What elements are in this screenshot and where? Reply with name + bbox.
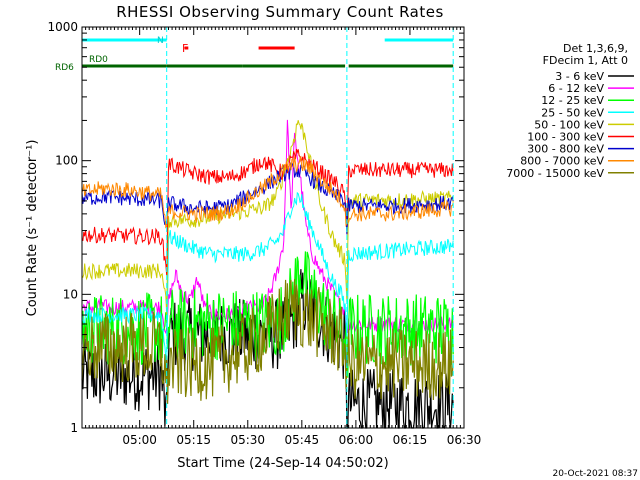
axes: 05:00 05:15 05:30 05:45 06:00 06:15 06:30 1 10 10…	[47, 20, 481, 447]
legend-header: FDecim 1, Att 0	[543, 54, 628, 67]
series-25-50-kev	[81, 191, 454, 371]
legend-label: 7000 - 15000 keV	[506, 167, 604, 180]
series-300-800-kev	[81, 162, 454, 235]
y-tick-label: 100	[55, 154, 78, 168]
legend-header: Det 1,3,6,9,	[563, 42, 628, 55]
x-tick-label: 05:00	[122, 433, 157, 447]
y-tick-label: 10	[63, 287, 78, 301]
series-800-7000-kev	[81, 155, 454, 229]
x-tick-label: 06:30	[447, 433, 482, 447]
series-layer	[81, 119, 454, 430]
x-axis-label: Start Time (24-Sep-14 04:50:02)	[177, 456, 388, 471]
legend-label: 25 - 50 keV	[541, 106, 604, 119]
dashed-markers	[166, 27, 454, 428]
series-50-100-kev	[81, 120, 454, 315]
x-tick-label: 05:15	[176, 433, 211, 447]
legend-label: 300 - 800 keV	[527, 143, 604, 156]
legend-label: 3 - 6 keV	[555, 70, 604, 83]
legend-label: 800 - 7000 keV	[520, 155, 604, 168]
series-7000-15000-kev	[81, 279, 454, 405]
legend-label: 50 - 100 keV	[534, 118, 604, 131]
y-tick-label: 1	[70, 421, 78, 435]
flag-label-n: N	[157, 36, 164, 46]
y-axis-label: Count Rate (s⁻¹ detector⁻¹)	[25, 140, 40, 317]
instrument-flags: N F RD0 RD6	[55, 36, 454, 73]
x-tick-label: 06:15	[393, 433, 428, 447]
flag-label-rd6: RD6	[55, 63, 74, 73]
x-tick-label: 06:00	[339, 433, 374, 447]
flag-label-rd0: RD0	[89, 55, 108, 65]
timestamp: 20-Oct-2021 08:37	[553, 469, 638, 479]
legend-label: 12 - 25 keV	[541, 94, 604, 107]
flag-label-f: F	[182, 42, 188, 55]
series-100-300-kev	[81, 148, 454, 276]
series-6-12-kev	[81, 119, 454, 335]
x-tick-label: 05:30	[230, 433, 265, 447]
y-tick-label: 1000	[47, 20, 78, 34]
legend-label: 100 - 300 keV	[527, 131, 604, 144]
legend-label: 6 - 12 keV	[548, 82, 604, 95]
x-tick-label: 05:45	[285, 433, 320, 447]
chart-title: RHESSI Observing Summary Count Rates	[116, 3, 444, 21]
